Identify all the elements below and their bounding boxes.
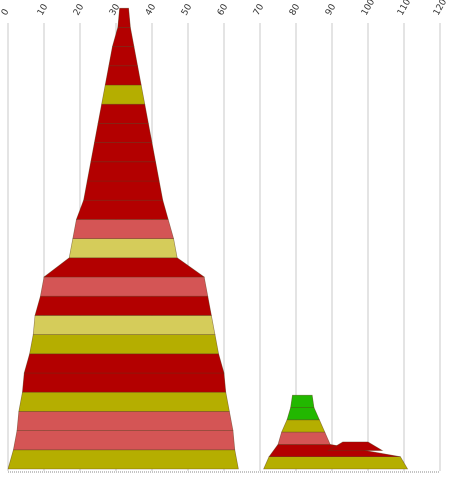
series-1-band-24: [117, 7, 131, 28]
x-tick-label-20: 20: [72, 2, 87, 17]
x-tick-label-80: 80: [288, 2, 303, 17]
x-tick-label-10: 10: [36, 2, 51, 17]
series-1-band-22: [108, 46, 138, 67]
series-1-band-20: [101, 84, 146, 105]
series-2-band-4: [281, 419, 326, 433]
x-tick-label-70: 70: [252, 2, 267, 17]
series-1-band-4: [18, 391, 230, 412]
x-tick-label-0: 0: [0, 7, 12, 17]
x-tick-label-100: 100: [360, 0, 377, 18]
series-1-band-3: [16, 411, 234, 431]
chart-bands: [7, 7, 409, 470]
series-1-band-7: [29, 334, 219, 355]
series-1-band-16: [86, 161, 160, 182]
series-2-band-1: [263, 456, 409, 470]
series-1-band-2: [13, 430, 236, 451]
series-1-band-17: [90, 142, 156, 163]
series-1-band-5: [22, 372, 227, 393]
series-1-band-13: [72, 219, 174, 239]
x-tick-label-90: 90: [324, 2, 339, 17]
series-2-band-6: [290, 394, 315, 408]
series-1-band-8: [32, 315, 216, 335]
series-1-band-1: [7, 449, 239, 470]
x-tick-label-50: 50: [180, 2, 195, 17]
series-1-band-9: [34, 295, 212, 316]
series-2-band-3: [277, 431, 331, 445]
series-1-band-19: [97, 103, 149, 124]
series-1-band-15: [83, 180, 164, 201]
series-2-bump: [327, 441, 384, 451]
series-1-band-12: [68, 238, 178, 259]
series-1-band-18: [94, 123, 153, 143]
series-1-band-6: [23, 353, 225, 374]
x-tick-labels: 0 10 20 30 40 50 60 70 80 90 100 110 120: [0, 0, 449, 18]
x-tick-label-60: 60: [216, 2, 231, 17]
x-tick-label-110: 110: [396, 0, 413, 18]
series-1-band-11: [43, 257, 206, 278]
series-1-band-14: [75, 199, 169, 220]
series-1-band-10: [40, 276, 209, 297]
series-1-band-21: [104, 65, 142, 86]
x-tick-label-120: 120: [432, 0, 449, 18]
series-2-band-5: [286, 407, 320, 421]
x-tick-label-40: 40: [144, 2, 159, 17]
